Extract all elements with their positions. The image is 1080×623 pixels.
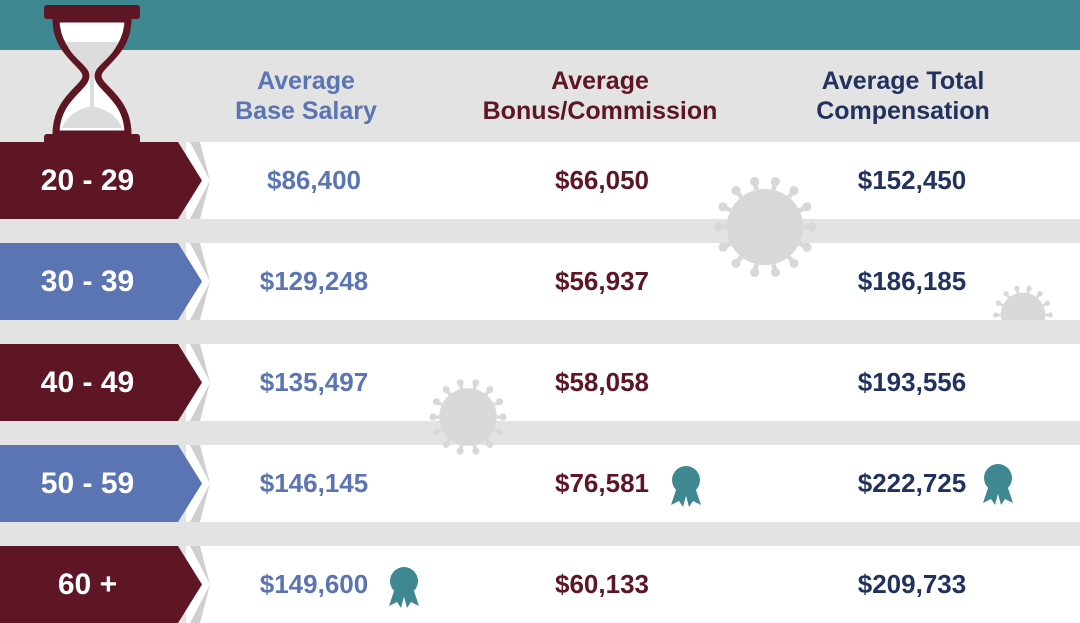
bonus-commission-value: $76,581: [555, 468, 649, 498]
bonus-commission-value: $58,058: [555, 367, 649, 397]
award-ribbon-icon: [671, 466, 701, 507]
age-range-tag: [0, 546, 210, 623]
base-salary-value: $149,600: [259, 569, 369, 599]
bonus-commission-value: $66,050: [555, 165, 649, 195]
table-row: 30 - 39 $129,248 $56,937 $186,185: [0, 243, 1080, 320]
age-range-label: 50 - 59: [40, 467, 135, 500]
table-row: 20 - 29 $86,400 $66,050 $152,450: [0, 142, 1080, 219]
virus-icon: [713, 177, 817, 277]
row-band: [186, 546, 1080, 623]
total-compensation-value: $209,733: [857, 569, 967, 599]
bonus-commission-value: $60,133: [555, 569, 649, 599]
row-band: [186, 243, 1080, 320]
age-range-tag: [0, 344, 210, 421]
row-band: [186, 344, 1080, 421]
row-band: [186, 142, 1080, 219]
base-salary-value: $129,248: [259, 266, 369, 296]
header-total-line2: Compensation: [816, 97, 990, 125]
age-range-tag: [0, 445, 210, 522]
age-range-tag: [0, 142, 210, 219]
virus-icon: [429, 379, 507, 455]
header-bonus-commission: Average Bonus/Commission: [450, 66, 750, 126]
header-total-compensation: Average Total Compensation: [753, 66, 1053, 126]
age-range-label: 30 - 39: [40, 265, 135, 298]
header-base-salary: Average Base Salary: [156, 66, 456, 126]
base-salary-value: $86,400: [267, 165, 361, 195]
age-range-label: 60 +: [57, 568, 118, 601]
header-total-line1: Average Total: [821, 67, 985, 95]
header-bonus-line2: Bonus/Commission: [482, 97, 718, 125]
base-salary-value: $146,145: [259, 468, 369, 498]
age-range-label: 20 - 29: [40, 164, 135, 197]
virus-icon: [993, 285, 1053, 320]
top-banner: [0, 0, 1080, 50]
base-salary-value: $135,497: [259, 367, 369, 397]
total-compensation-value: $152,450: [857, 165, 967, 195]
award-ribbon-icon: [389, 567, 419, 608]
table-row: 40 - 49 $135,497 $58,058 $193,556: [0, 344, 1080, 421]
age-range-label: 40 - 49: [40, 366, 135, 399]
bonus-commission-value: $56,937: [555, 266, 649, 296]
total-compensation-value: $222,725: [857, 468, 967, 498]
age-range-tag: [0, 243, 210, 320]
total-compensation-value: $193,556: [857, 367, 967, 397]
hourglass-icon: [44, 5, 140, 148]
header-bonus-line1: Average: [551, 67, 649, 95]
header-base-salary-line1: Average: [257, 67, 355, 95]
table-row: 50 - 59 $146,145 $76,581 $222,725: [0, 445, 1080, 522]
total-compensation-value: $186,185: [857, 266, 967, 296]
award-ribbon-icon: [983, 464, 1013, 505]
row-band: [186, 445, 1080, 522]
table-row: 60 + $149,600 $60,133 $209,733: [0, 546, 1080, 623]
header-base-salary-line2: Base Salary: [235, 97, 377, 125]
